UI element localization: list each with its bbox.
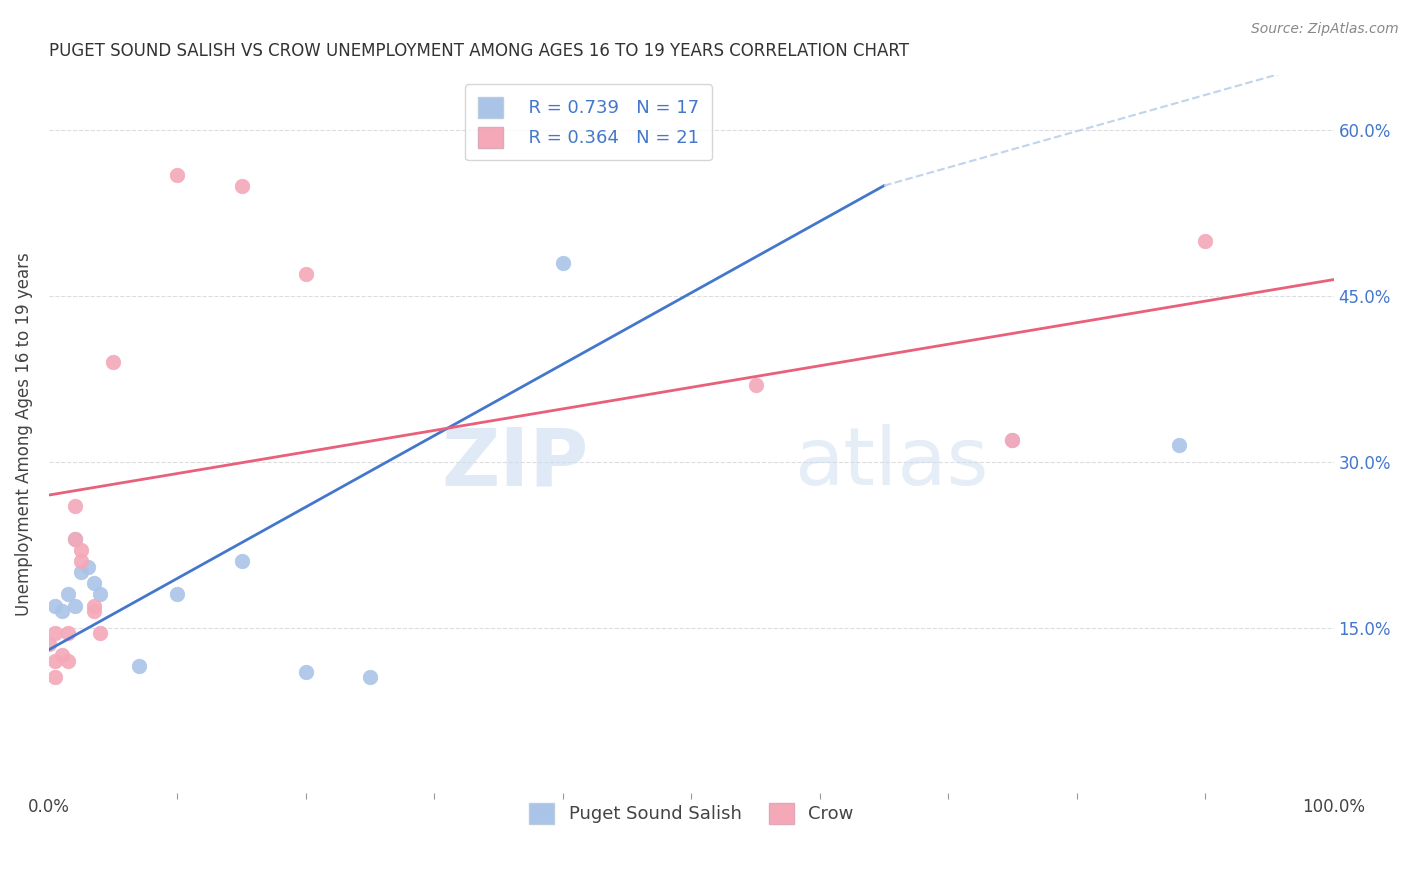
Y-axis label: Unemployment Among Ages 16 to 19 years: Unemployment Among Ages 16 to 19 years: [15, 252, 32, 616]
Point: [76, 559, 98, 574]
Point: [128, 659, 150, 673]
Point: [58, 587, 80, 601]
Legend: Puget Sound Salish, Crow: Puget Sound Salish, Crow: [517, 792, 865, 835]
Point: [1194, 234, 1216, 248]
Point: [63, 599, 86, 613]
Point: [103, 355, 125, 369]
Point: [359, 670, 381, 684]
Point: [744, 377, 766, 392]
Point: [83, 576, 105, 591]
Point: [63, 533, 86, 547]
Point: [83, 604, 105, 618]
Text: atlas: atlas: [794, 424, 988, 502]
Point: [83, 599, 105, 613]
Point: [231, 178, 253, 193]
Point: [63, 499, 86, 513]
Point: [58, 626, 80, 640]
Point: [1168, 438, 1191, 452]
Point: [89, 626, 111, 640]
Point: [70, 554, 93, 568]
Point: [58, 654, 80, 668]
Point: [70, 543, 93, 558]
Point: [70, 566, 93, 580]
Point: [89, 587, 111, 601]
Point: [44, 626, 66, 640]
Point: [551, 256, 574, 270]
Point: [231, 554, 253, 568]
Text: PUGET SOUND SALISH VS CROW UNEMPLOYMENT AMONG AGES 16 TO 19 YEARS CORRELATION CH: PUGET SOUND SALISH VS CROW UNEMPLOYMENT …: [49, 42, 908, 60]
Point: [44, 599, 66, 613]
Point: [1001, 433, 1024, 447]
Point: [38, 637, 60, 651]
Point: [51, 604, 73, 618]
Point: [63, 533, 86, 547]
Point: [44, 654, 66, 668]
Point: [166, 168, 188, 182]
Text: Source: ZipAtlas.com: Source: ZipAtlas.com: [1251, 22, 1399, 37]
Point: [295, 665, 318, 679]
Point: [295, 267, 318, 281]
Point: [44, 670, 66, 684]
Point: [166, 587, 188, 601]
Text: ZIP: ZIP: [441, 424, 589, 502]
Point: [51, 648, 73, 663]
Point: [1001, 433, 1024, 447]
